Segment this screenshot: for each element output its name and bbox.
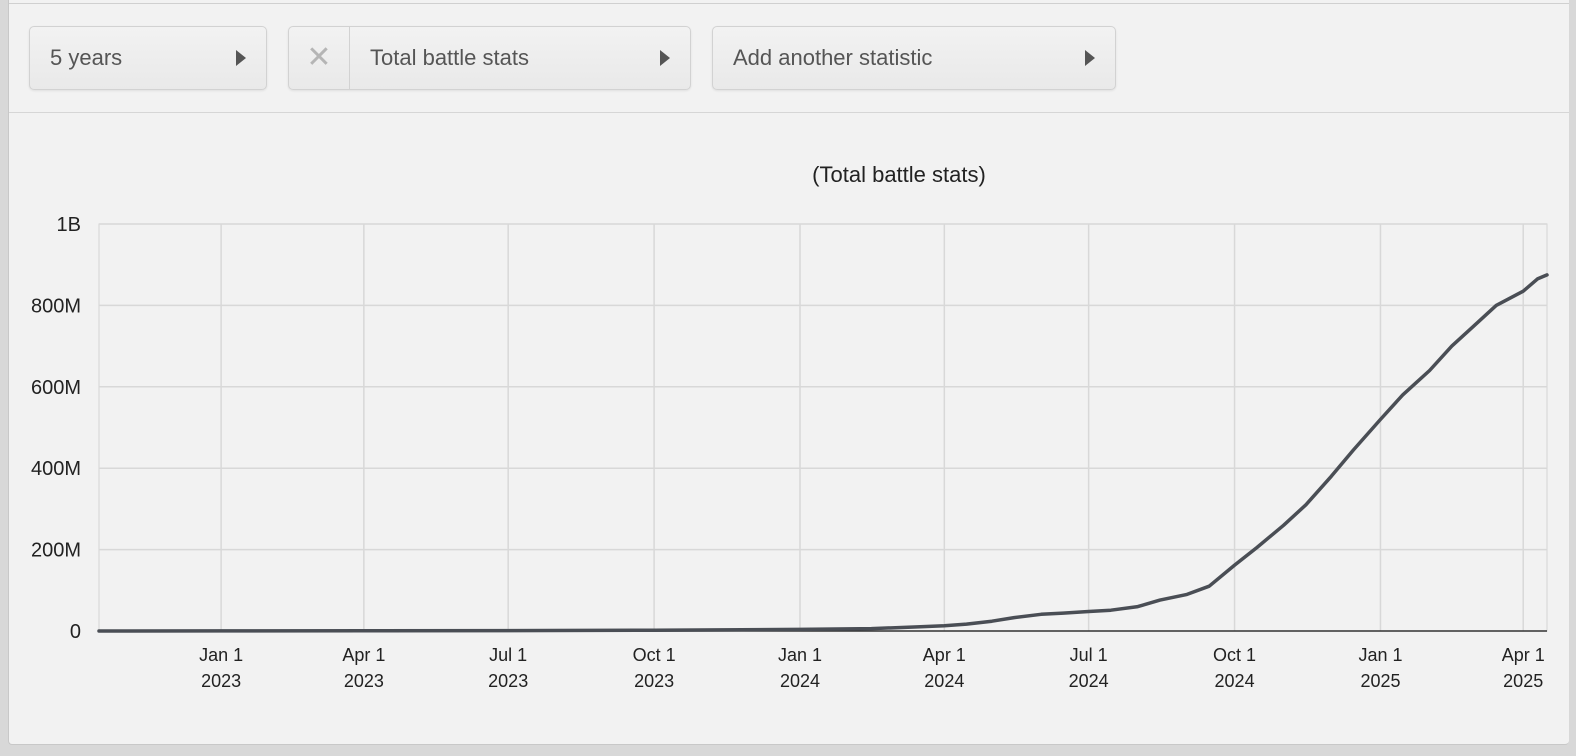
x-tick-year: 2024 — [1215, 671, 1255, 691]
add-statistic-label: Add another statistic — [733, 45, 933, 70]
top-divider — [9, 3, 1569, 4]
x-tick-year: 2024 — [780, 671, 820, 691]
x-tick-label: Jan 1 — [778, 645, 822, 665]
series-line — [97, 273, 1549, 633]
time-range-label: 5 years — [50, 45, 123, 70]
x-tick-label: Apr 1 — [342, 645, 385, 665]
x-tick-label: Jan 1 — [1358, 645, 1402, 665]
close-icon[interactable]: ✕ — [289, 27, 350, 89]
x-tick-label: Apr 1 — [1502, 645, 1545, 665]
x-tick-year: 2025 — [1360, 671, 1400, 691]
add-statistic-dropdown[interactable]: Add another statistic — [712, 26, 1116, 90]
x-tick-label: Oct 1 — [1213, 645, 1256, 665]
x-tick-year: 2024 — [924, 671, 964, 691]
toolbar-divider — [9, 112, 1569, 113]
x-tick-label: Jul 1 — [1070, 645, 1108, 665]
time-range-dropdown[interactable]: 5 years — [29, 26, 267, 90]
statistic-dropdown[interactable]: ✕ Total battle stats — [288, 26, 691, 90]
x-tick-year: 2023 — [344, 671, 384, 691]
y-tick-label: 0 — [70, 621, 81, 643]
line-chart: 0 200M 400M 600M 800M 1B Jan 1 2023 Apr 1 2023 Ju… — [31, 214, 1549, 691]
x-tick-year: 2023 — [634, 671, 674, 691]
grid — [98, 223, 1548, 632]
chevron-right-icon — [236, 50, 246, 66]
x-tick-label: Jan 1 — [199, 645, 243, 665]
y-tick-label: 600M — [31, 377, 81, 399]
x-tick-year: 2023 — [201, 671, 241, 691]
statistic-label: Total battle stats — [370, 45, 529, 70]
chart-panel: 5 years ✕ Total battle stats Add another… — [8, 0, 1569, 745]
y-axis-ticks: 0 200M 400M 600M 800M 1B — [31, 214, 81, 643]
chart-title: (Total battle stats) — [812, 162, 986, 187]
x-tick-year: 2024 — [1069, 671, 1109, 691]
chevron-right-icon — [1085, 50, 1095, 66]
x-tick-label: Jul 1 — [489, 645, 527, 665]
x-tick-year: 2025 — [1503, 671, 1543, 691]
y-tick-label: 1B — [57, 214, 81, 236]
x-tick-label: Oct 1 — [633, 645, 676, 665]
y-tick-label: 400M — [31, 458, 81, 480]
plot-frame — [98, 223, 1548, 632]
x-tick-year: 2023 — [488, 671, 528, 691]
y-tick-label: 200M — [31, 540, 81, 562]
x-axis-ticks: Jan 1 2023 Apr 1 2023 Jul 1 2023 Oct 1 2023 Jan … — [199, 645, 1545, 691]
x-tick-label: Apr 1 — [923, 645, 966, 665]
y-tick-label: 800M — [31, 295, 81, 317]
chevron-right-icon — [660, 50, 670, 66]
